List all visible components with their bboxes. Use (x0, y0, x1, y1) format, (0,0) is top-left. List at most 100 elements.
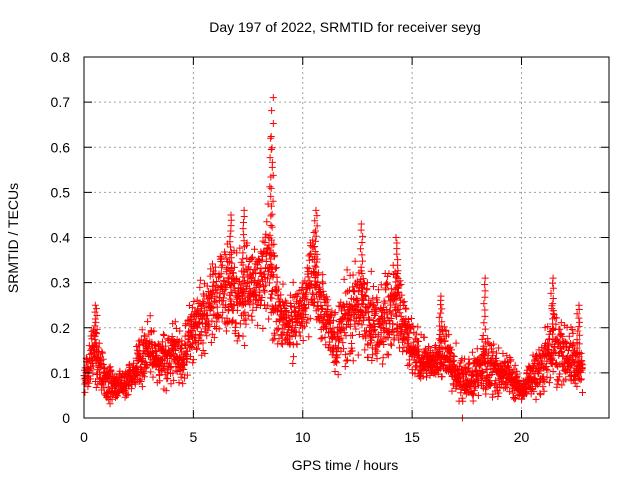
data-point (393, 283, 401, 291)
data-point (414, 323, 422, 331)
data-point (188, 343, 196, 351)
data-point (252, 304, 260, 312)
data-point (247, 254, 255, 262)
data-point (481, 312, 489, 320)
data-point (277, 291, 285, 299)
data-point (199, 339, 207, 347)
data-point (480, 300, 488, 308)
data-point (404, 316, 412, 324)
data-point (299, 324, 307, 332)
data-point (273, 278, 281, 286)
data-point (185, 301, 193, 309)
data-point (312, 206, 320, 214)
data-point (392, 311, 400, 319)
axes: 0 0.1 0.2 0.3 0.4 0.5 0.6 0.7 0.8 0 5 10 15 20 (51, 49, 609, 445)
data-point (341, 329, 349, 337)
data-point (545, 379, 553, 387)
data-point (207, 338, 215, 346)
data-point (370, 327, 378, 335)
data-point (311, 217, 319, 225)
data-point (437, 309, 445, 317)
data-point (392, 300, 400, 308)
data-point (535, 378, 543, 386)
data-point (88, 327, 96, 335)
data-point (235, 332, 243, 340)
data-point (220, 277, 228, 285)
data-point (305, 265, 313, 273)
data-point (236, 244, 244, 252)
data-point (240, 243, 248, 251)
data-point (240, 231, 248, 239)
data-point (93, 312, 101, 320)
data-point (163, 355, 171, 363)
data-point (268, 144, 276, 152)
data-point (239, 219, 247, 227)
data-point (306, 250, 314, 258)
data-point (412, 362, 420, 370)
data-point (544, 342, 552, 350)
data-point (553, 361, 561, 369)
data-point (310, 229, 318, 237)
data-point (239, 261, 247, 269)
data-point (255, 281, 263, 289)
data-point (494, 393, 502, 401)
data-point (372, 306, 380, 314)
data-point (573, 310, 581, 318)
data-point (198, 351, 206, 359)
data-point (404, 334, 412, 342)
data-point (92, 384, 100, 392)
data-point (481, 287, 489, 295)
y-tick-label: 0.3 (51, 275, 71, 291)
data-point (88, 349, 96, 357)
data-point (215, 325, 223, 333)
data-point (449, 356, 457, 364)
data-point (571, 379, 579, 387)
data-point (196, 331, 204, 339)
data-point (262, 257, 270, 265)
data-point (339, 339, 347, 347)
data-point (388, 341, 396, 349)
data-point (383, 279, 391, 287)
data-point (155, 341, 163, 349)
data-point (144, 318, 152, 326)
data-point (159, 330, 167, 338)
data-point (260, 287, 268, 295)
data-point (321, 333, 329, 341)
data-point (285, 316, 293, 324)
data-point (197, 328, 205, 336)
data-point (384, 351, 392, 359)
data-point (93, 325, 101, 333)
data-point (263, 218, 271, 226)
data-point (337, 334, 345, 342)
data-point (351, 320, 359, 328)
data-point (160, 364, 168, 372)
data-point (277, 339, 285, 347)
data-point (415, 345, 423, 353)
chart-title: Day 197 of 2022, SRMTID for receiver sey… (209, 19, 481, 35)
data-point (436, 335, 444, 343)
data-point (331, 367, 339, 375)
data-point (174, 339, 182, 347)
data-point (553, 314, 561, 322)
data-point (438, 336, 446, 344)
data-point (296, 298, 304, 306)
data-point (84, 383, 92, 391)
data-point (243, 278, 251, 286)
data-point (346, 286, 354, 294)
data-point (379, 354, 387, 362)
data-point (192, 345, 200, 353)
data-point (224, 319, 232, 327)
data-point (385, 327, 393, 335)
data-point (355, 331, 363, 339)
data-point (549, 310, 557, 318)
data-point (367, 267, 375, 275)
data-point (267, 222, 275, 230)
data-point (503, 352, 511, 360)
data-point (381, 299, 389, 307)
y-axis-label: SRMTID / TECUs (5, 183, 21, 293)
data-point (307, 250, 315, 258)
data-point (203, 332, 211, 340)
data-point (228, 275, 236, 283)
data-point (547, 355, 555, 363)
data-point (326, 319, 334, 327)
